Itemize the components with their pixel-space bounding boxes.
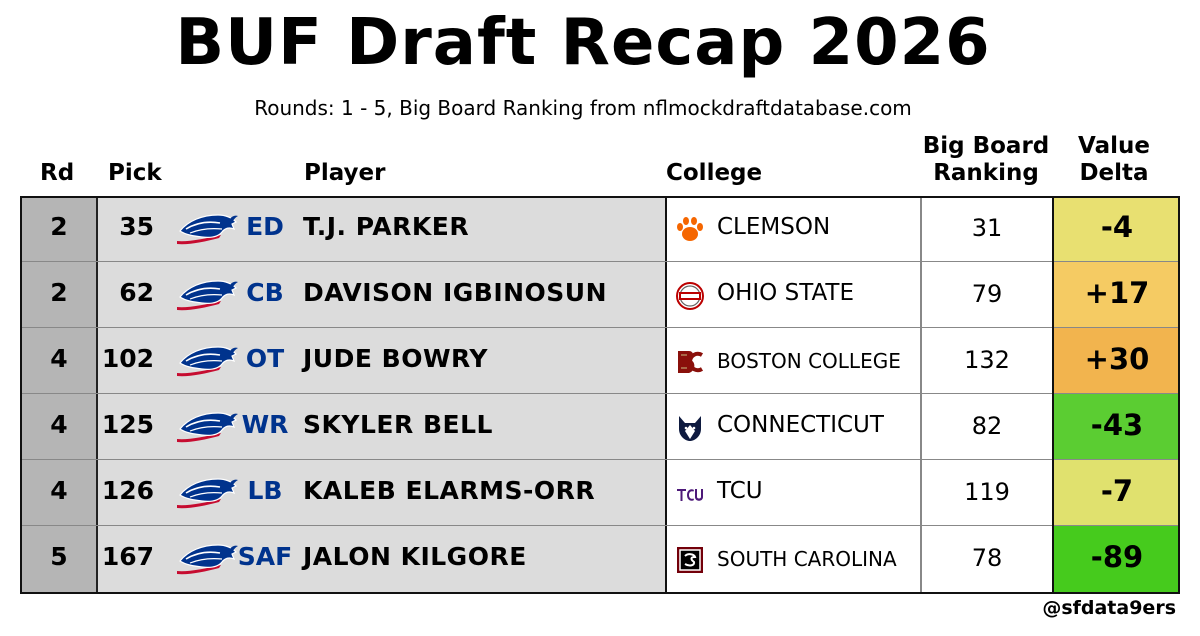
uconn-husky-icon: [679, 416, 701, 441]
header-big-board-line2: Ranking: [933, 160, 1039, 186]
position-value: LB: [247, 476, 283, 505]
position-value: CB: [246, 278, 284, 307]
college-name: CONNECTICUT: [717, 412, 884, 438]
value-delta-value: +30: [1084, 342, 1150, 376]
pick-value: 62: [119, 278, 154, 307]
value-delta-value: +17: [1084, 276, 1150, 310]
rd-cell: 2: [20, 262, 98, 328]
big-board-value: 132: [964, 346, 1010, 374]
table-row: 4 125 WR SKYLER BELL CONNECTICUT 82 -43: [20, 394, 1180, 460]
big-board-cell: 78: [922, 526, 1052, 592]
player-name: JALON KILGORE: [303, 542, 527, 571]
college-cell: OHIO STATE: [665, 262, 922, 328]
college-cell: CONNECTICUT: [665, 394, 922, 460]
header-value-delta-line2: Delta: [1079, 160, 1149, 186]
big-board-value: 119: [964, 478, 1010, 506]
page-subtitle: Rounds: 1 - 5, Big Board Ranking from nf…: [254, 96, 912, 120]
table-row: 4 126 LB KALEB ELARMS-ORR TCU 119 -7: [20, 460, 1180, 526]
big-board-value: 82: [971, 412, 1003, 440]
big-board-value: 78: [971, 544, 1003, 572]
rd-cell: 5: [20, 526, 98, 592]
value-delta-value: -89: [1090, 540, 1144, 574]
value-delta-cell: -4: [1052, 196, 1180, 262]
rd-cell: 4: [20, 394, 98, 460]
pick-player-cell: 35 ED T.J. PARKER: [98, 196, 665, 262]
college-cell: CLEMSON: [665, 196, 922, 262]
value-delta-cell: -43: [1052, 394, 1180, 460]
page-title: BUF Draft Recap 2026: [175, 6, 991, 80]
header-player: Player: [304, 160, 386, 186]
college-cell: SOUTH CAROLINA: [665, 526, 922, 592]
header-college: College: [666, 160, 763, 186]
big-board-cell: 82: [922, 394, 1052, 460]
rd-value: 4: [50, 344, 68, 373]
table-row: 2 62 CB DAVISON IGBINOSUN OHIO STATE 79 …: [20, 262, 1180, 328]
header-big-board: Big Board Ranking: [906, 133, 1066, 187]
credit-handle: @sfdata9ers: [1042, 597, 1176, 619]
rd-value: 2: [50, 212, 68, 241]
player-name: T.J. PARKER: [303, 212, 470, 241]
pick-value: 102: [101, 344, 154, 373]
rd-value: 5: [50, 542, 68, 571]
player-name: DAVISON IGBINOSUN: [303, 278, 608, 307]
pick-player-cell: 102 OT JUDE BOWRY: [98, 328, 665, 394]
player-name: SKYLER BELL: [303, 410, 493, 439]
big-board-value: 31: [971, 214, 1003, 242]
rd-cell: 4: [20, 460, 98, 526]
table-row: 2 35 ED T.J. PARKER CLEMSON 31 -4: [20, 196, 1180, 262]
college-name: SOUTH CAROLINA: [717, 547, 897, 571]
college-name: CLEMSON: [717, 214, 831, 240]
tcu-icon: [677, 489, 703, 501]
table-row: 5 167 SAF JALON KILGORE SOUTH CAROLINA 7…: [20, 526, 1180, 592]
value-delta-cell: +30: [1052, 328, 1180, 394]
player-name: KALEB ELARMS-ORR: [303, 476, 596, 505]
south-carolina-icon: [677, 547, 703, 573]
draft-table: 2 35 ED T.J. PARKER CLEMSON 31 -4: [20, 196, 1180, 594]
pick-value: 126: [101, 476, 154, 505]
value-delta-value: -4: [1100, 210, 1134, 244]
pick-player-cell: 167 SAF JALON KILGORE: [98, 526, 665, 592]
position-value: SAF: [237, 542, 293, 571]
pick-player-cell: 125 WR SKYLER BELL: [98, 394, 665, 460]
header-rd: Rd: [40, 160, 75, 186]
college-name: BOSTON COLLEGE: [717, 349, 901, 373]
rd-value: 2: [50, 278, 68, 307]
pick-player-cell: 62 CB DAVISON IGBINOSUN: [98, 262, 665, 328]
position-value: ED: [246, 212, 284, 241]
header-big-board-line1: Big Board: [922, 133, 1050, 159]
rd-value: 4: [50, 476, 68, 505]
boston-college-icon: [678, 351, 704, 373]
value-delta-value: -43: [1090, 408, 1144, 442]
pick-value: 35: [119, 212, 154, 241]
big-board-value: 79: [971, 280, 1003, 308]
college-cell: BOSTON COLLEGE: [665, 328, 922, 394]
pick-value: 167: [101, 542, 154, 571]
big-board-cell: 132: [922, 328, 1052, 394]
big-board-cell: 119: [922, 460, 1052, 526]
college-name: OHIO STATE: [717, 280, 854, 306]
position-value: WR: [241, 410, 289, 439]
college-cell: TCU: [665, 460, 922, 526]
rd-value: 4: [50, 410, 68, 439]
position-value: OT: [245, 344, 285, 373]
ohio-state-icon: [676, 282, 704, 310]
table-row: 4 102 OT JUDE BOWRY BOSTON COLLEGE 132 +…: [20, 328, 1180, 394]
value-delta-cell: +17: [1052, 262, 1180, 328]
value-delta-cell: -89: [1052, 526, 1180, 592]
college-name: TCU: [717, 478, 763, 504]
header-pick: Pick: [108, 160, 162, 186]
clemson-paw-icon: [677, 217, 703, 241]
value-delta-cell: -7: [1052, 460, 1180, 526]
big-board-cell: 79: [922, 262, 1052, 328]
rd-cell: 4: [20, 328, 98, 394]
big-board-cell: 31: [922, 196, 1052, 262]
rd-cell: 2: [20, 196, 98, 262]
header-value-delta-line1: Value: [1078, 133, 1150, 159]
pick-player-cell: 126 LB KALEB ELARMS-ORR: [98, 460, 665, 526]
header-value-delta: Value Delta: [1052, 133, 1176, 187]
pick-value: 125: [101, 410, 154, 439]
value-delta-value: -7: [1100, 474, 1134, 508]
player-name: JUDE BOWRY: [303, 344, 489, 373]
